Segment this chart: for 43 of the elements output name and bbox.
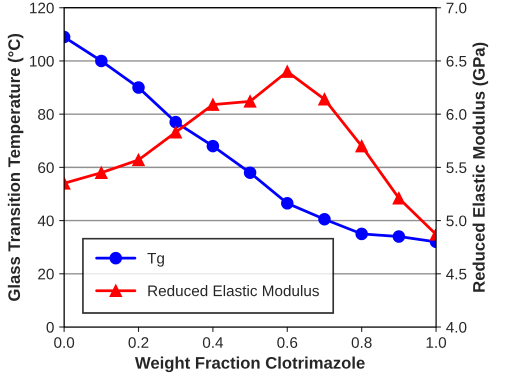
x-tick-label: 0.0 [54,337,74,348]
y2-tick-label: 5.0 [446,215,466,226]
point [95,54,108,68]
point [169,116,182,128]
x-axis-title: Weight Fraction Clotrimazole [134,356,365,372]
legend-label: Tg [147,252,164,267]
x-tick-label: 0.4 [202,337,224,348]
y2-tick-label: 5.5 [446,162,466,174]
point [206,98,220,111]
y-tick-label: 100 [30,56,54,67]
x-tick-label: 0.8 [352,337,372,348]
y2-tick-label: 7.0 [446,2,466,14]
point [281,197,294,210]
y-tick-label: 60 [38,162,54,174]
y-axis-title: Glass Transition Temperature (°C) [8,34,24,301]
point [95,166,108,179]
point [244,166,256,179]
y2-tick-label: 4.5 [446,268,466,280]
point [355,140,368,152]
point [392,192,406,204]
legend-label: Reduced Elastic Modulus [148,285,319,296]
y2-tick-label: 6.0 [446,109,466,120]
y2-tick-label: 6.5 [446,56,466,67]
y2-axis-title: Reduced Elastic Modulus (GPa) [472,42,488,292]
x-tick-label: 0.6 [277,337,298,348]
point [318,93,331,106]
y-tick-label: 40 [38,215,54,226]
y-tick-label: 80 [38,109,54,120]
point [355,228,368,240]
point [169,126,182,139]
y-tick-label: 120 [30,2,54,14]
y-tick-label: 20 [38,268,54,280]
point [281,65,294,78]
y2-tick-label: 4.0 [446,322,466,333]
x-tick-label: 1.0 [426,337,446,348]
point [132,154,145,166]
point [244,95,256,108]
point [318,213,331,226]
point [206,140,220,152]
point [132,81,145,94]
y-tick-label: 0 [46,322,54,333]
x-tick-label: 0.2 [128,337,148,348]
point [392,230,406,243]
